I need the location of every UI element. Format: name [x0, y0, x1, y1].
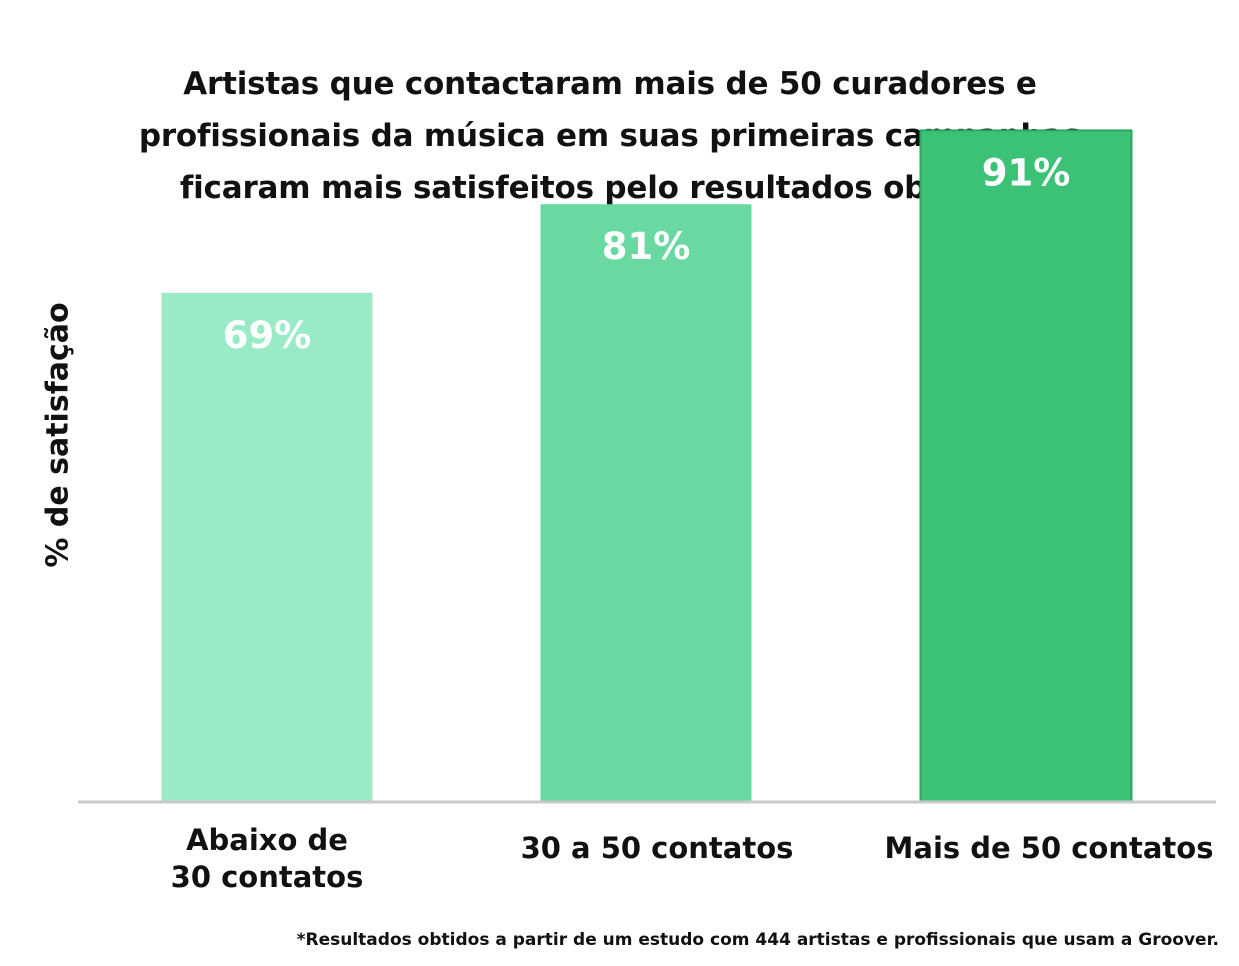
- bar-value-label-1: 81%: [602, 225, 691, 268]
- footnote: *Resultados obtidos a partir de um estud…: [296, 930, 1219, 950]
- x-tick-label-abaixo-de-30: Abaixo de 30 contatos: [170, 823, 364, 894]
- bar-value-label-0: 69%: [223, 314, 312, 357]
- bar-2: [919, 129, 1133, 804]
- x-tick-label-mais-de-50: Mais de 50 contatos: [884, 831, 1214, 865]
- x-tick-label-30-a-50: 30 a 50 contatos: [520, 831, 794, 865]
- bar-value-label-2: 91%: [982, 151, 1071, 194]
- bar-0: [161, 292, 373, 802]
- bar-1: [540, 204, 752, 803]
- chart-title-line-3: ficaram mais satisfeitos pelo resultados…: [179, 170, 1041, 206]
- chart-title-line-1: Artistas que contactaram mais de 50 cura…: [183, 66, 1037, 102]
